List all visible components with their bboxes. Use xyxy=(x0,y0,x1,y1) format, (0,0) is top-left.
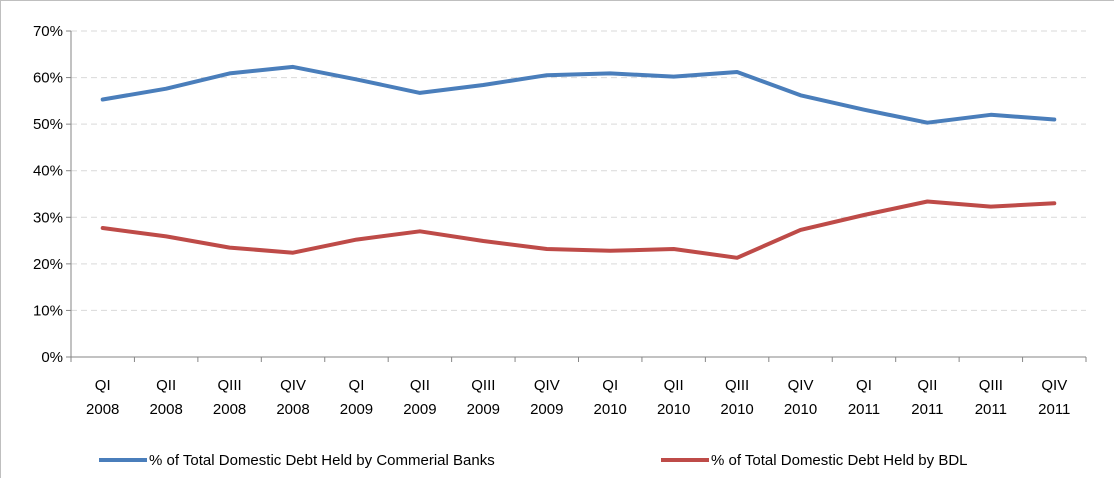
x-tick-label-year: 2008 xyxy=(149,401,182,418)
y-tick-label: 0% xyxy=(41,349,63,366)
x-tick-label-year: 2010 xyxy=(784,401,817,418)
x-tick-label-year: 2011 xyxy=(975,401,1007,418)
x-tick-label-year: 2009 xyxy=(530,401,563,418)
legend-label-2: % of Total Domestic Debt Held by BDL xyxy=(711,452,968,469)
x-tick-label-quarter: QIV xyxy=(788,377,814,394)
y-tick-label: 50% xyxy=(33,116,63,133)
y-axis-tick-labels: 0% 10% 20% 30% 40% 50% 60% 70% xyxy=(33,23,63,366)
axes xyxy=(66,30,1087,362)
y-tick-label: 60% xyxy=(33,70,63,87)
series-line-1 xyxy=(100,64,1057,125)
x-tick-label-quarter: QIV xyxy=(1041,377,1067,394)
y-tick-label: 40% xyxy=(33,163,63,180)
x-tick-label-year: 2008 xyxy=(276,401,309,418)
x-tick-label-quarter: QII xyxy=(664,377,684,394)
y-tick-label: 70% xyxy=(33,23,63,40)
x-tick-label-quarter: QIII xyxy=(979,377,1003,394)
x-axis-tick-labels: QI 2008 QII 2008 QIII 2008 QIV 2008 QI 2009 QII 200… xyxy=(86,377,1070,418)
y-tick-label: 30% xyxy=(33,209,63,226)
legend: % of Total Domestic Debt Held by Commeri… xyxy=(99,452,968,469)
x-tick-label-quarter: QII xyxy=(917,377,937,394)
x-tick-label-quarter: QIII xyxy=(725,377,749,394)
x-tick-label-quarter: QIII xyxy=(218,377,242,394)
x-tick-label-year: 2009 xyxy=(340,401,373,418)
y-tick-label: 10% xyxy=(33,302,63,319)
x-tick-label-quarter: QI xyxy=(95,377,111,394)
x-tick-label-quarter: QI xyxy=(602,377,618,394)
x-tick-label-year: 2011 xyxy=(848,401,880,418)
x-tick-label-quarter: QII xyxy=(156,377,176,394)
gridlines xyxy=(71,30,1086,311)
x-tick-label-quarter: QIV xyxy=(534,377,560,394)
series-line-2 xyxy=(100,199,1057,260)
x-tick-label-year: 2009 xyxy=(467,401,500,418)
x-tick-label-year: 2010 xyxy=(594,401,627,418)
x-tick-label-year: 2009 xyxy=(403,401,436,418)
x-tick-label-quarter: QIV xyxy=(280,377,306,394)
x-tick-label-year: 2011 xyxy=(1038,401,1070,418)
x-tick-label-quarter: QII xyxy=(410,377,430,394)
x-tick-label-year: 2008 xyxy=(213,401,246,418)
x-tick-label-year: 2010 xyxy=(720,401,753,418)
x-tick-label-year: 2008 xyxy=(86,401,119,418)
legend-label-1: % of Total Domestic Debt Held by Commeri… xyxy=(149,452,495,469)
x-tick-label-year: 2010 xyxy=(657,401,690,418)
x-tick-label-quarter: QI xyxy=(856,377,872,394)
x-tick-label-quarter: QIII xyxy=(471,377,495,394)
series-lines xyxy=(100,64,1057,260)
x-tick-label-year: 2011 xyxy=(911,401,943,418)
y-tick-label: 20% xyxy=(33,256,63,273)
x-tick-label-quarter: QI xyxy=(349,377,365,394)
